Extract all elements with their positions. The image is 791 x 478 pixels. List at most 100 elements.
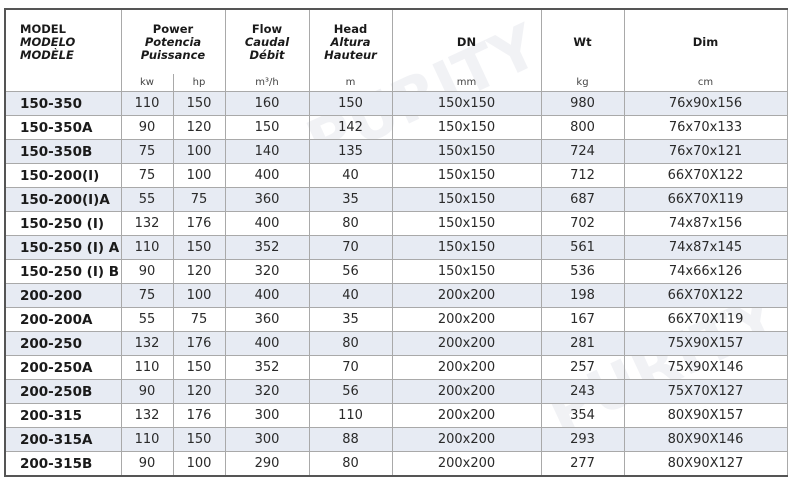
cell-kw: 75: [120, 283, 174, 308]
cell-model: 150-200(I)A: [4, 187, 122, 212]
cell-flow: 320: [224, 259, 310, 284]
header-row: MODEL MODELO MODÈLE Power Potencia Puissance…: [4, 8, 788, 74]
cell-hp: 176: [172, 331, 226, 356]
unit-kw: kw: [120, 74, 174, 92]
cell-flow: 400: [224, 163, 310, 188]
cell-head: 70: [308, 235, 393, 260]
cell-head: 56: [308, 379, 393, 404]
cell-flow: 400: [224, 283, 310, 308]
cell-wt: 687: [540, 187, 625, 212]
cell-dn: 150x150: [391, 163, 542, 188]
cell-model: 150-250 (I) B: [4, 259, 122, 284]
cell-kw: 110: [120, 235, 174, 260]
cell-flow: 352: [224, 355, 310, 380]
cell-kw: 132: [120, 211, 174, 236]
units-row: kw hp m³/h m mm kg cm: [4, 74, 788, 92]
table-row: 150-350A 90 120 150 142 150x150 800 76x70x133: [4, 115, 788, 140]
cell-dn: 200x200: [391, 331, 542, 356]
cell-hp: 176: [172, 403, 226, 428]
cell-dn: 150x150: [391, 259, 542, 284]
cell-flow: 400: [224, 211, 310, 236]
pump-spec-table: MODEL MODELO MODÈLE Power Potencia Puissance…: [4, 8, 788, 477]
cell-head: 40: [308, 283, 393, 308]
table-row: 200-315B 90 100 290 80 200x200 277 80X90X127: [4, 451, 788, 477]
cell-dn: 150x150: [391, 139, 542, 164]
cell-dim: 66X70X119: [623, 307, 788, 332]
cell-hp: 100: [172, 451, 226, 477]
cell-dim: 80X90X127: [623, 451, 788, 477]
cell-flow: 360: [224, 307, 310, 332]
unit-dim: cm: [623, 74, 788, 92]
cell-model: 200-250: [4, 331, 122, 356]
cell-head: 35: [308, 307, 393, 332]
cell-wt: 293: [540, 427, 625, 452]
cell-kw: 110: [120, 91, 174, 116]
cell-head: 80: [308, 331, 393, 356]
cell-flow: 352: [224, 235, 310, 260]
cell-hp: 150: [172, 235, 226, 260]
header-model: MODEL MODELO MODÈLE: [4, 8, 122, 74]
cell-dn: 200x200: [391, 379, 542, 404]
cell-wt: 980: [540, 91, 625, 116]
cell-wt: 257: [540, 355, 625, 380]
cell-wt: 724: [540, 139, 625, 164]
table-row: 200-315 132 176 300 110 200x200 354 80X90X157: [4, 403, 788, 428]
cell-hp: 100: [172, 283, 226, 308]
unit-wt: kg: [540, 74, 625, 92]
cell-model: 200-200: [4, 283, 122, 308]
cell-flow: 150: [224, 115, 310, 140]
cell-model: 150-250 (I): [4, 211, 122, 236]
table-row: 150-350 110 150 160 150 150x150 980 76x90x156: [4, 91, 788, 116]
cell-model: 150-350A: [4, 115, 122, 140]
cell-model: 200-200A: [4, 307, 122, 332]
header-wt: Wt: [540, 8, 625, 74]
cell-hp: 150: [172, 91, 226, 116]
table-row: 200-250B 90 120 320 56 200x200 243 75X70X127: [4, 379, 788, 404]
cell-flow: 300: [224, 403, 310, 428]
cell-dn: 150x150: [391, 115, 542, 140]
table-row: 200-250A 110 150 352 70 200x200 257 75X90X146: [4, 355, 788, 380]
unit-flow: m³/h: [224, 74, 310, 92]
cell-wt: 800: [540, 115, 625, 140]
cell-head: 70: [308, 355, 393, 380]
cell-dim: 74x66x126: [623, 259, 788, 284]
cell-hp: 120: [172, 379, 226, 404]
cell-model: 200-315A: [4, 427, 122, 452]
header-head: Head Altura Hauteur: [308, 8, 393, 74]
cell-dn: 200x200: [391, 427, 542, 452]
cell-dn: 150x150: [391, 235, 542, 260]
cell-dn: 150x150: [391, 211, 542, 236]
header-dn: DN: [391, 8, 542, 74]
cell-dn: 200x200: [391, 283, 542, 308]
cell-head: 142: [308, 115, 393, 140]
cell-flow: 290: [224, 451, 310, 477]
cell-head: 40: [308, 163, 393, 188]
cell-wt: 354: [540, 403, 625, 428]
cell-dim: 75X70X127: [623, 379, 788, 404]
cell-kw: 75: [120, 139, 174, 164]
cell-kw: 110: [120, 355, 174, 380]
cell-dn: 200x200: [391, 355, 542, 380]
cell-model: 150-200(I): [4, 163, 122, 188]
header-flow: Flow Caudal Débit: [224, 8, 310, 74]
cell-dn: 200x200: [391, 403, 542, 428]
cell-head: 88: [308, 427, 393, 452]
cell-hp: 75: [172, 187, 226, 212]
cell-wt: 198: [540, 283, 625, 308]
cell-wt: 561: [540, 235, 625, 260]
cell-wt: 167: [540, 307, 625, 332]
cell-dn: 200x200: [391, 451, 542, 477]
cell-model: 150-350: [4, 91, 122, 116]
cell-dim: 66X70X119: [623, 187, 788, 212]
cell-hp: 150: [172, 427, 226, 452]
cell-dn: 150x150: [391, 91, 542, 116]
cell-flow: 300: [224, 427, 310, 452]
cell-kw: 132: [120, 403, 174, 428]
cell-model: 200-315B: [4, 451, 122, 477]
cell-head: 35: [308, 187, 393, 212]
unit-dn: mm: [391, 74, 542, 92]
cell-model: 150-350B: [4, 139, 122, 164]
cell-model: 200-250B: [4, 379, 122, 404]
cell-dim: 76x70x133: [623, 115, 788, 140]
cell-head: 110: [308, 403, 393, 428]
